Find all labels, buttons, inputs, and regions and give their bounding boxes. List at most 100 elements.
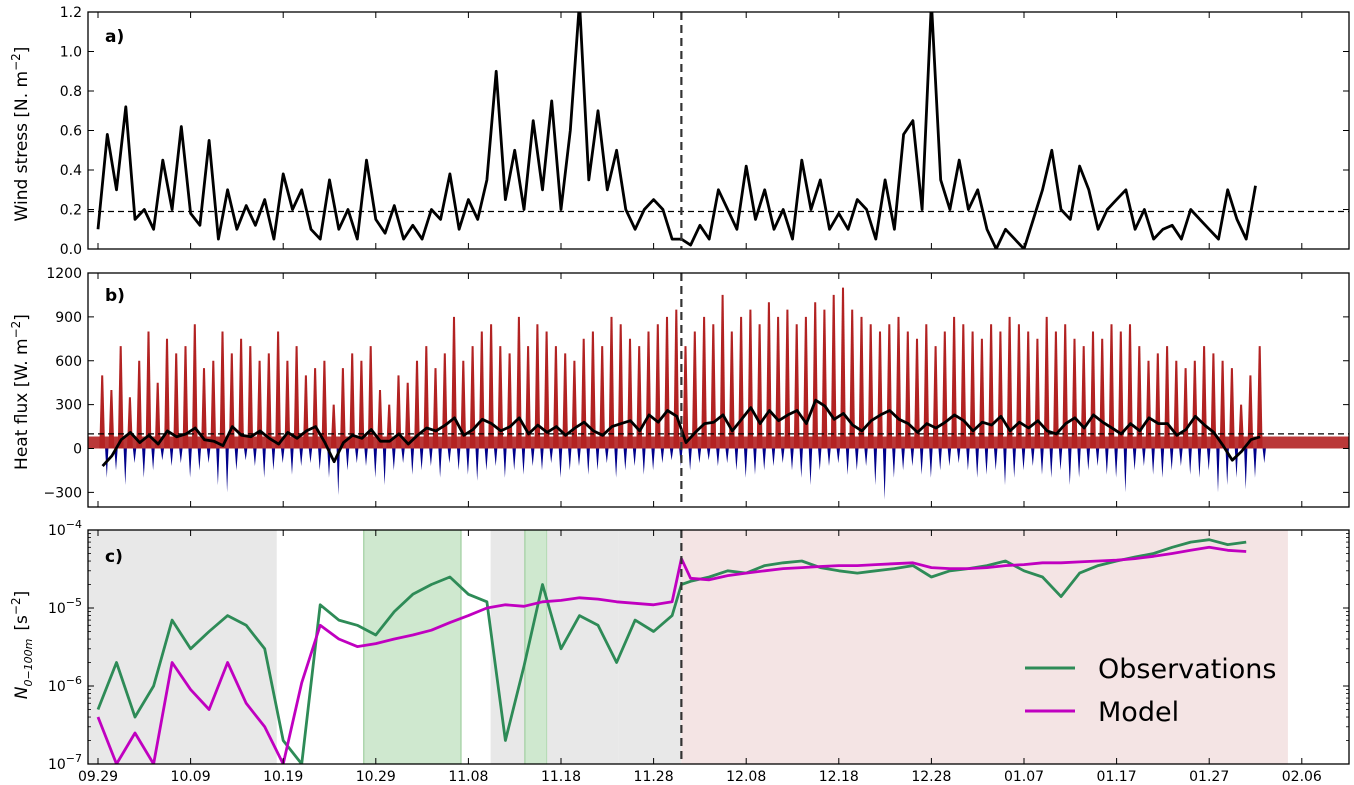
heat-gain-spike-105	[1071, 338, 1078, 449]
heat-loss-trough-106	[1086, 448, 1090, 471]
heat-gain-spike-61	[664, 316, 670, 449]
heat-loss-trough-84	[882, 448, 887, 500]
heat-loss-trough-82	[864, 448, 868, 467]
a-ytick-label-1: 0.2	[60, 203, 82, 219]
heat-loss-trough-37	[447, 448, 451, 464]
heat-loss-trough-55	[614, 448, 618, 478]
panel-c-plot-area	[88, 530, 1288, 764]
heat-loss-trough-96	[994, 448, 998, 471]
x-axis-ticks: 09.29 10.09 10.19 10.29 11.08 11.18 11.28 12.08…	[78, 12, 1322, 785]
heat-loss-trough-68	[734, 448, 739, 471]
heat-loss-trough-5	[151, 448, 155, 471]
heat-loss-trough-76	[808, 448, 813, 486]
heat-loss-trough-21	[299, 448, 303, 467]
heat-loss-trough-7	[169, 448, 174, 467]
x-tick-label-5: 11.18	[541, 769, 581, 785]
heat-loss-trough-28	[364, 448, 368, 467]
heat-loss-trough-120	[1216, 448, 1220, 493]
heat-loss-trough-47	[540, 448, 544, 471]
heat-loss-trough-56	[623, 448, 627, 471]
heat-loss-trough-71	[762, 448, 766, 471]
heat-gain-spike-49	[553, 346, 559, 449]
heat-loss-trough-115	[1170, 448, 1174, 471]
heat-loss-trough-99	[1021, 448, 1026, 471]
heat-gain-spike-41	[478, 331, 485, 449]
heat-gain-spike-120	[1210, 353, 1217, 449]
heat-loss-trough-3	[132, 448, 137, 464]
heat-gain-spike-20	[284, 360, 291, 449]
x-tick-label-10: 01.07	[1004, 769, 1044, 785]
heat-loss-trough-77	[818, 448, 822, 471]
y-axis-label-b-sup: −2	[9, 321, 23, 339]
heat-loss-trough-20	[290, 448, 294, 475]
heat-gain-spike-35	[423, 346, 430, 449]
heat-loss-trough-64	[697, 448, 702, 464]
heat-loss-trough-88	[920, 448, 924, 475]
heat-gain-spike-80	[840, 287, 846, 449]
heat-loss-trough-57	[632, 448, 637, 467]
heat-gain-spike-64	[691, 331, 698, 449]
heat-gain-spike-40	[469, 346, 476, 449]
heat-gain-spike-69	[738, 316, 744, 449]
panel-a: a) Wind stress [N. m−2] 0.0 0.2 0.4 0.6 0.8 1…	[9, 5, 1350, 258]
y-axis-label-a: Wind stress [N. m−2]	[9, 47, 32, 222]
heat-loss-trough-107	[1095, 448, 1100, 467]
heat-gain-spike-24	[321, 360, 328, 449]
panel-c-frame	[87, 529, 1350, 765]
heat-gain-spike-42	[488, 324, 494, 449]
heat-loss-trough-70	[753, 448, 757, 475]
heat-loss-trough-40	[475, 448, 479, 481]
heat-gain-spike-85	[886, 324, 893, 449]
heat-gain-spike-83	[867, 324, 874, 449]
heat-gain-spike-11	[201, 368, 207, 449]
heat-gain-spike-86	[895, 316, 902, 449]
heat-gain-spike-12	[210, 360, 217, 449]
heat-gain-spike-77	[812, 302, 819, 449]
heat-loss-trough-35	[429, 448, 433, 467]
a-ytick-label-0: 0.0	[60, 242, 82, 258]
heat-gain-spike-28	[358, 360, 365, 449]
heat-loss-trough-121	[1225, 448, 1229, 486]
x-tick-label-8: 12.18	[819, 769, 859, 785]
heat-loss-trough-108	[1105, 448, 1109, 475]
a-ytick-label-3: 0.6	[60, 124, 82, 140]
b-ytick-label-4: 900	[55, 310, 82, 326]
x-tick-label-2: 10.19	[263, 769, 303, 785]
heat-loss-trough-65	[707, 448, 711, 461]
heat-loss-trough-87	[910, 448, 914, 467]
heat-gain-spike-51	[571, 360, 578, 449]
heat-loss-trough-19	[281, 448, 285, 464]
heat-gain-spike-56	[617, 324, 624, 449]
y-axis-label-b: Heat flux [W. m−2]	[9, 314, 32, 470]
heat-loss-trough-95	[984, 448, 989, 475]
heat-gain-spike-121	[1219, 360, 1226, 449]
heat-gain-spike-84	[877, 331, 883, 449]
x-tick-label-4: 11.08	[448, 769, 488, 785]
x-tick-label-11: 01.17	[1097, 769, 1137, 785]
shaded-region-grey-2	[490, 530, 525, 764]
heat-gain-spike-75	[793, 324, 800, 449]
heat-loss-trough-23	[318, 448, 322, 471]
heat-gain-spike-5	[145, 331, 152, 449]
heat-gain-spike-13	[219, 331, 226, 449]
heat-gain-spike-70	[747, 309, 754, 449]
heat-gain-spike-111	[1127, 324, 1133, 449]
heat-loss-trough-104	[1068, 448, 1072, 486]
heat-loss-trough-13	[225, 448, 229, 493]
heat-loss-trough-54	[605, 448, 609, 464]
heat-loss-trough-101	[1040, 448, 1044, 475]
x-tick-label-7: 12.08	[726, 769, 766, 785]
heat-gain-spike-116	[1173, 360, 1180, 449]
heat-gain-spike-62	[673, 309, 680, 449]
panel-a-frame	[87, 11, 1350, 250]
heat-loss-trough-14	[234, 448, 239, 471]
heat-gain-spike-102	[1043, 316, 1050, 449]
heat-gain-spike-125	[1256, 346, 1263, 449]
heat-loss-trough-63	[688, 448, 692, 471]
panel-c: c) N0−100m[s−2] Observations Model 10−7 1…	[9, 518, 1350, 773]
x-tick-label-1: 10.09	[171, 769, 211, 785]
a-ytick-label-5: 1.0	[60, 45, 82, 61]
heat-loss-trough-94	[975, 448, 979, 478]
heat-loss-trough-2	[123, 448, 127, 486]
heat-gain-spike-82	[858, 316, 865, 449]
